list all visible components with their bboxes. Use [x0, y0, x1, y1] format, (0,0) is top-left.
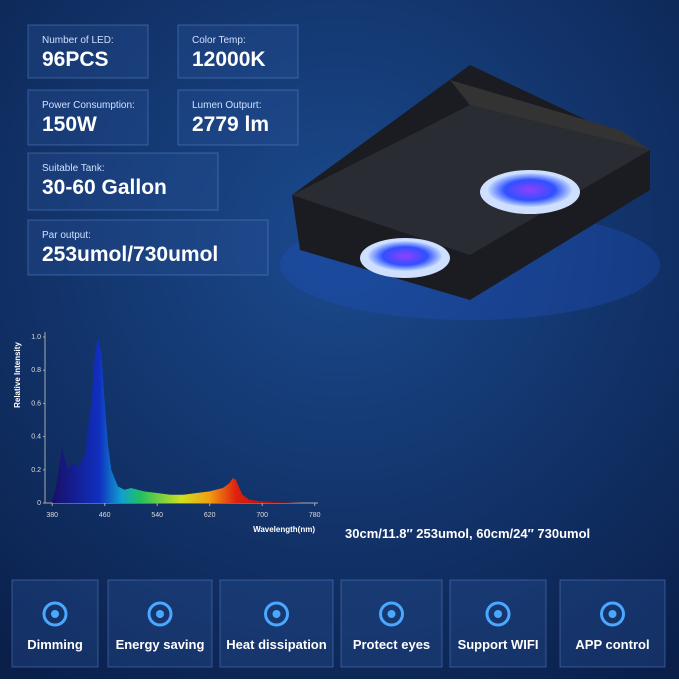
y-tick-label: 0.8 — [31, 367, 41, 374]
spec-box — [27, 89, 149, 146]
spec-label: Power Consumption: — [42, 100, 135, 111]
spec-box — [27, 24, 149, 79]
heatmap-caption: 30cm/11.8″ 253umol, 60cm/24″ 730umol — [345, 526, 590, 541]
feature-icon-dot — [387, 610, 396, 618]
feature-icon-dot — [156, 610, 164, 618]
feature-icon — [147, 601, 173, 627]
feature-icon — [485, 601, 511, 627]
feature-icon — [42, 601, 68, 627]
y-tick-label: 1.0 — [31, 334, 41, 341]
feature-icon-dot — [608, 610, 617, 618]
x-tick-label: 380 — [46, 512, 58, 519]
feature-label: APP control — [575, 637, 649, 652]
feature-label: Protect eyes — [353, 637, 430, 652]
spec-value: 30-60 Gallon — [42, 176, 167, 199]
y-axis-label: Relative Intensity — [13, 342, 22, 408]
x-axis-label: Wavelength(nm) — [253, 525, 315, 534]
spec-value: 12000K — [192, 48, 266, 71]
spec-value: 2779 lm — [192, 113, 269, 136]
x-tick-label: 540 — [151, 512, 163, 519]
y-tick-label: 0.2 — [31, 467, 41, 474]
spec-box — [177, 24, 299, 79]
spec-label: Lumen Outpurt: — [192, 100, 261, 111]
feature-label: Support WIFI — [458, 637, 539, 652]
x-tick-label: 620 — [204, 512, 216, 519]
y-tick-label: 0.4 — [31, 434, 41, 441]
feature-icon — [379, 601, 404, 627]
y-tick-label: 0.6 — [31, 400, 41, 407]
feature-label: Energy saving — [116, 637, 205, 652]
spec-box — [27, 219, 269, 276]
x-tick-label: 700 — [256, 512, 268, 519]
feature-label: Heat dissipation — [226, 637, 326, 652]
feature-icon-dot — [494, 610, 502, 618]
feature-icon-dot — [51, 610, 59, 618]
y-tick-label: 0 — [37, 500, 41, 507]
feature-icon — [600, 601, 625, 627]
feature-icon — [264, 601, 289, 627]
spec-value: 150W — [42, 113, 97, 136]
fixture — [280, 65, 660, 320]
x-tick-label: 780 — [309, 512, 321, 519]
spec-label: Suitable Tank: — [42, 163, 105, 174]
spec-value: 96PCS — [42, 48, 109, 71]
spec-box — [27, 152, 219, 211]
x-tick-label: 460 — [99, 512, 111, 519]
spectrum-area — [52, 337, 302, 503]
spec-box — [177, 89, 299, 146]
spec-label: Par output: — [42, 230, 91, 241]
spec-label: Color Temp: — [192, 35, 246, 46]
spec-value: 253umol/730umol — [42, 243, 218, 266]
feature-icon-dot — [272, 610, 281, 618]
feature-label: Dimming — [27, 637, 83, 652]
spec-label: Number of LED: — [42, 35, 114, 46]
